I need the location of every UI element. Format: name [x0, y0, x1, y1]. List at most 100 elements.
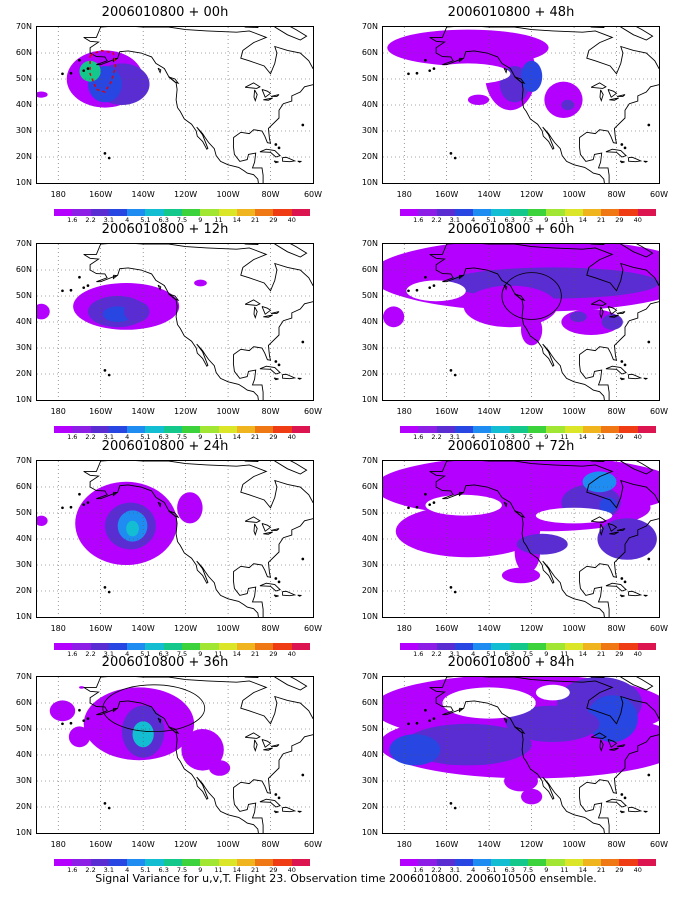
map-panel: 2006010800 + 60h 70N 60N 50N 40N 30N 20N 10N 180…: [346, 223, 676, 441]
colorbar-swatch: [527, 643, 547, 650]
lon-tick-label: 60W: [303, 624, 323, 633]
colorbar-swatch: [436, 209, 455, 216]
lat-tick-label: 20N: [361, 586, 378, 595]
colorbar-label: 14: [578, 433, 587, 441]
variance-region: [124, 301, 150, 322]
lon-tick-label: 180: [396, 840, 412, 849]
colorbar-swatch: [200, 643, 219, 650]
lat-tick-label: 10N: [361, 828, 378, 837]
colorbar-swatch: [72, 643, 91, 650]
lon-tick-label: 80W: [261, 624, 280, 633]
colorbar-swatch: [72, 209, 91, 216]
colorbar-swatch: [509, 209, 528, 216]
colorbar-swatch: [145, 426, 164, 433]
lat-tick-label: 30N: [361, 776, 378, 785]
lon-tick-label: 160W: [435, 190, 459, 199]
variance-region: [208, 760, 231, 776]
colorbar-label: 2.2: [431, 866, 442, 874]
lat-tick-label: 60N: [361, 482, 378, 491]
variance-shading: [383, 677, 659, 805]
colorbar-swatch: [400, 859, 419, 866]
panel-title: 2006010800 + 24h: [101, 439, 229, 454]
lon-tick-label: 100W: [562, 190, 586, 199]
low-variance-gap: [535, 684, 570, 701]
lon-tick-label: 180: [50, 840, 66, 849]
lon-tick-label: 180: [396, 624, 412, 633]
lat-tick-label: 60N: [15, 265, 32, 274]
map-panel: 2006010800 + 72h 70N 60N 50N 40N 30N 20N 10N 180…: [346, 440, 676, 658]
colorbar-label: 7.5: [522, 433, 534, 441]
variance-map: [37, 677, 313, 833]
lat-tick-label: 70N: [15, 239, 32, 248]
lat-tick-label: 20N: [361, 152, 378, 161]
lon-tick-label: 140W: [131, 840, 155, 849]
colorbar-label: 11: [214, 650, 223, 658]
lon-tick-label: 120W: [520, 840, 544, 849]
colorbar: [54, 426, 310, 433]
lat-tick-label: 40N: [361, 750, 378, 759]
variance-region: [501, 567, 541, 584]
lat-tick-label: 50N: [361, 508, 378, 517]
colorbar-label: 40: [633, 650, 642, 658]
colorbar-swatch: [72, 426, 91, 433]
colorbar-swatch: [255, 209, 274, 216]
variance-region: [516, 533, 568, 555]
colorbar-swatch: [619, 209, 638, 216]
colorbar-swatch: [90, 209, 109, 216]
variance-shading: [37, 481, 203, 565]
variance-region: [569, 311, 587, 322]
lon-tick-label: 180: [396, 407, 412, 416]
colorbar-label: 29: [269, 866, 278, 874]
colorbar-label: 11: [560, 866, 569, 874]
colorbar-swatch: [145, 859, 164, 866]
colorbar-swatch: [181, 643, 201, 650]
colorbar-swatch: [473, 859, 492, 866]
colorbar-swatch: [218, 209, 237, 216]
colorbar-swatch: [108, 643, 128, 650]
lat-tick-label: 40N: [361, 317, 378, 326]
variance-region: [181, 729, 224, 771]
colorbar-label: 9: [198, 650, 203, 658]
colorbar-swatch: [273, 209, 292, 216]
lon-tick-label: 100W: [216, 407, 240, 416]
colorbar-swatch: [127, 859, 146, 866]
colorbar-label: 14: [232, 650, 241, 658]
colorbar-label: 14: [578, 216, 587, 224]
colorbar-swatch: [601, 426, 620, 433]
colorbar-swatch: [236, 859, 256, 866]
lon-tick-label: 140W: [477, 840, 501, 849]
colorbar-swatch: [491, 426, 510, 433]
colorbar-swatch: [454, 643, 474, 650]
colorbar-swatch: [418, 859, 437, 866]
colorbar-label: 4: [125, 216, 130, 224]
colorbar-swatch: [218, 643, 237, 650]
variance-shading: [37, 279, 207, 330]
lat-tick-label: 50N: [15, 724, 32, 733]
low-variance-gap: [425, 494, 502, 516]
variance-region: [49, 700, 76, 722]
colorbar-label: 5.1: [486, 433, 497, 441]
target-region-outline: [102, 684, 206, 733]
map-plot-area: [36, 26, 314, 184]
target-region-outline: [501, 272, 562, 320]
colorbar-label: 6.3: [504, 650, 515, 658]
panel-title: 2006010800 + 72h: [447, 439, 575, 454]
colorbar-label: 5.1: [486, 650, 497, 658]
colorbar-label: 29: [269, 650, 278, 658]
colorbar-swatch: [145, 209, 164, 216]
colorbar-label: 11: [214, 433, 223, 441]
lon-tick-label: 120W: [520, 407, 544, 416]
colorbar-swatch: [255, 426, 274, 433]
colorbar-label: 7.5: [176, 650, 188, 658]
colorbar-swatch: [637, 859, 656, 866]
colorbar-label: 3.1: [449, 650, 461, 658]
variance-region: [37, 303, 50, 320]
lat-tick-label: 10N: [15, 178, 32, 187]
colorbar-swatch: [454, 859, 474, 866]
lat-tick-label: 10N: [15, 612, 32, 621]
colorbar: [400, 209, 656, 216]
variance-map: [37, 244, 313, 400]
lat-tick-label: 30N: [361, 560, 378, 569]
colorbar-swatch: [546, 859, 565, 866]
lat-tick-label: 10N: [361, 178, 378, 187]
